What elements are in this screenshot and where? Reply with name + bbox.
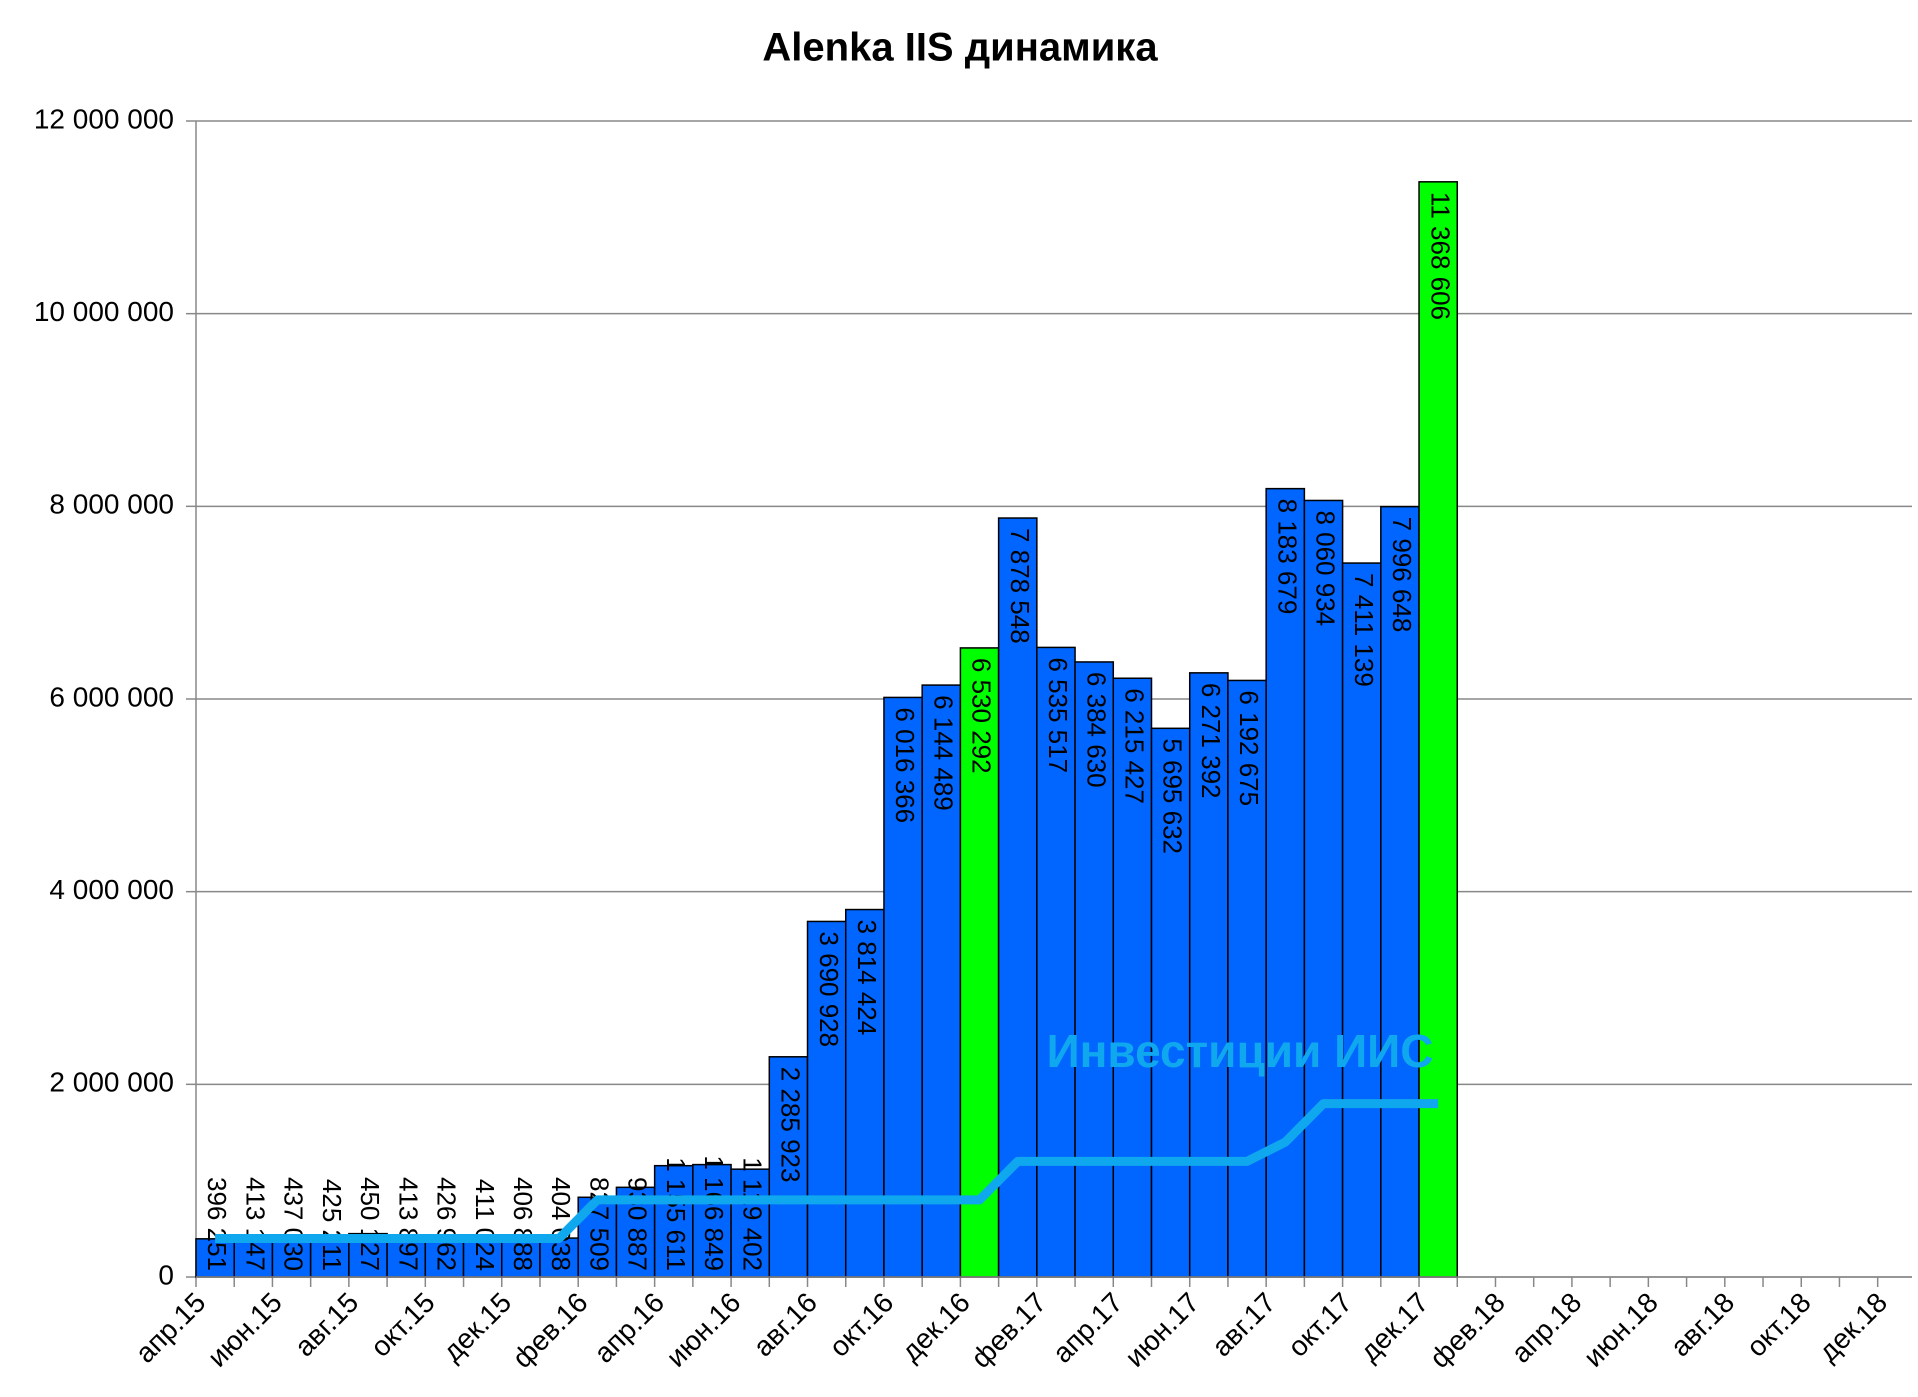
data-label: 930 887 (623, 1177, 653, 1271)
series-label: Инвестиции ИИС (1047, 1025, 1434, 1077)
data-label: 450 127 (355, 1177, 385, 1271)
data-label: 7 411 139 (1349, 573, 1379, 687)
x-tick-label: дек.18 (1812, 1287, 1893, 1368)
x-tick-label: апр.15 (129, 1287, 211, 1369)
y-tick-label: 10 000 000 (34, 296, 174, 327)
data-label: 827 509 (584, 1177, 614, 1271)
data-label: 6 535 517 (1043, 657, 1073, 773)
data-label: 7 996 648 (1387, 517, 1417, 633)
data-label: 6 215 427 (1120, 688, 1150, 804)
bar (1418, 181, 1459, 1278)
data-label: 11 368 606 (1425, 192, 1455, 320)
data-label: 411 024 (470, 1179, 500, 1271)
x-tick-label: авг.16 (747, 1287, 823, 1363)
y-tick-label: 2 000 000 (49, 1067, 174, 1098)
data-label: 425 211 (317, 1179, 347, 1271)
x-tick-label: фев.18 (1424, 1287, 1511, 1374)
data-label: 6 016 366 (890, 707, 920, 823)
bar (730, 1168, 771, 1278)
data-label: 396 251 (202, 1177, 232, 1271)
x-tick-label: апр.18 (1505, 1287, 1587, 1369)
line (215, 1099, 1439, 1243)
data-label: 6 530 292 (967, 658, 997, 774)
data-label: 8 060 934 (1311, 510, 1341, 626)
x-tick-label: июн.15 (202, 1287, 288, 1373)
y-tick-label: 6 000 000 (49, 681, 174, 712)
x-tick-label: фев.17 (965, 1287, 1052, 1374)
bar (1188, 672, 1229, 1278)
data-label: 6 384 630 (1081, 672, 1111, 788)
data-label: 413 897 (393, 1177, 423, 1271)
y-tick-label: 4 000 000 (49, 874, 174, 905)
data-label: 426 962 (432, 1177, 462, 1271)
data-label: 406 888 (508, 1177, 538, 1271)
x-tick-label: июн.16 (660, 1287, 746, 1373)
x-tick-label: фев.16 (506, 1287, 593, 1374)
x-tick-label: апр.16 (588, 1287, 670, 1369)
x-tick-label: дек.17 (1354, 1287, 1435, 1368)
bar (1303, 499, 1344, 1278)
data-label: 5 695 632 (1158, 738, 1188, 854)
x-tick-label: авг.15 (289, 1287, 365, 1363)
data-label: 7 878 548 (1005, 528, 1035, 644)
data-label: 3 814 424 (852, 920, 882, 1036)
bar (1380, 505, 1420, 1278)
y-tick-label: 12 000 000 (34, 103, 174, 134)
x-tick-label: апр.17 (1047, 1287, 1129, 1369)
bar (959, 647, 1000, 1278)
bar (386, 1236, 427, 1278)
data-label: 1 166 849 (699, 1155, 729, 1271)
data-label: 1 155 611 (661, 1157, 691, 1271)
data-label: 3 690 928 (814, 931, 844, 1047)
x-tick-label: окт.18 (1740, 1287, 1816, 1363)
data-label: 6 192 675 (1234, 690, 1264, 806)
y-tick-label: 8 000 000 (49, 489, 174, 520)
bar (1112, 677, 1153, 1278)
data-label: 1 119 402 (737, 1157, 767, 1271)
data-label: 8 183 679 (1272, 499, 1302, 615)
x-tick-label: июн.18 (1578, 1287, 1664, 1373)
x-tick-label: окт.15 (365, 1287, 441, 1363)
bar (1074, 661, 1115, 1278)
y-tick-label: 0 (158, 1259, 174, 1290)
chart-title: Alenka IIS динамика (762, 26, 1158, 70)
x-tick-label: дек.15 (437, 1287, 518, 1368)
bar (806, 920, 847, 1278)
bar (1036, 646, 1076, 1278)
x-tick-label: окт.17 (1282, 1287, 1358, 1363)
data-label: 6 144 489 (928, 695, 958, 811)
x-tick-label: июн.17 (1119, 1287, 1205, 1373)
data-label: 2 285 923 (776, 1067, 806, 1183)
bar (462, 1236, 503, 1278)
x-tick-label: авг.18 (1664, 1287, 1740, 1363)
x-tick-label: дек.16 (895, 1287, 976, 1368)
data-label: 413 147 (240, 1177, 270, 1271)
x-tick-label: авг.17 (1206, 1287, 1282, 1363)
bar (1341, 562, 1382, 1278)
data-label: 437 030 (279, 1177, 309, 1271)
x-tick-label: окт.16 (823, 1287, 899, 1363)
data-label: 6 271 392 (1196, 683, 1226, 799)
